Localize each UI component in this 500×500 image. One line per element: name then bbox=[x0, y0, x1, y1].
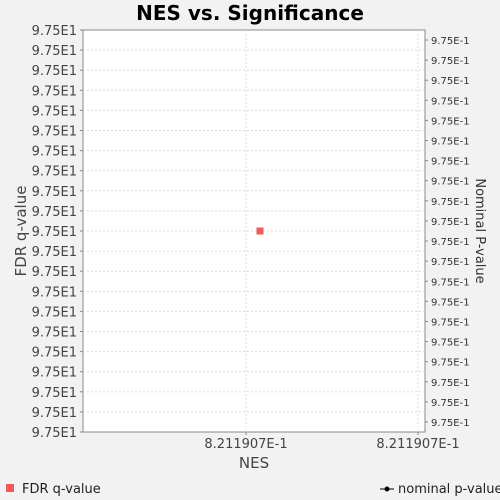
y-tick-label: 9.75E1 bbox=[32, 386, 77, 401]
x-axis-label: NES bbox=[239, 454, 269, 472]
y2-tick-label: 9.75E-1 bbox=[431, 197, 470, 208]
y-tick-label: 9.75E1 bbox=[32, 225, 77, 240]
y-tick-label: 9.75E1 bbox=[32, 165, 77, 180]
y2-tick-label: 9.75E-1 bbox=[431, 56, 470, 67]
y-tick-label: 9.75E1 bbox=[32, 326, 77, 341]
y2-tick-label: 9.75E-1 bbox=[431, 157, 470, 168]
fdr-point bbox=[256, 227, 264, 235]
x-axis-ticks: 8.211907E-1 8.211907E-1 bbox=[204, 432, 460, 452]
y2-tick-label: 9.75E-1 bbox=[431, 217, 470, 228]
y2-tick-label: 9.75E-1 bbox=[431, 96, 470, 107]
y-tick-label: 9.75E1 bbox=[32, 426, 77, 441]
grid-lines bbox=[83, 30, 425, 432]
y-tick-label: 9.75E1 bbox=[32, 305, 77, 320]
y2-tick-label: 9.75E-1 bbox=[431, 277, 470, 288]
y-tick-label: 9.75E1 bbox=[32, 104, 77, 119]
data-points bbox=[256, 227, 264, 235]
x-tick-label: 8.211907E-1 bbox=[376, 437, 459, 452]
y-tick-label: 9.75E1 bbox=[32, 285, 77, 300]
legend-fdr-marker bbox=[6, 484, 14, 492]
y-tick-label: 9.75E1 bbox=[32, 245, 77, 260]
y2-tick-label: 9.75E-1 bbox=[431, 237, 470, 248]
plot-area bbox=[82, 29, 426, 433]
y-tick-label: 9.75E1 bbox=[32, 125, 77, 140]
y2-tick-label: 9.75E-1 bbox=[431, 317, 470, 328]
y-axis-label: FDR q-value bbox=[12, 186, 30, 277]
y-tick-label: 9.75E1 bbox=[32, 265, 77, 280]
y-tick-label: 9.75E1 bbox=[32, 346, 77, 361]
y2-axis-ticks: 9.75E-1 9.75E-1 9.75E-1 9.75E-1 9.75E-1 9.75E… bbox=[425, 36, 470, 429]
y-tick-label: 9.75E1 bbox=[32, 64, 77, 79]
y-tick-label: 9.75E1 bbox=[32, 145, 77, 160]
y2-tick-label: 9.75E-1 bbox=[431, 116, 470, 127]
y-tick-label: 9.75E1 bbox=[32, 84, 77, 99]
legend-fdr-label: FDR q-value bbox=[22, 482, 101, 497]
y-tick-label: 9.75E1 bbox=[32, 185, 77, 200]
y-tick-label: 9.75E1 bbox=[32, 44, 77, 59]
y-tick-label: 9.75E1 bbox=[32, 366, 77, 381]
y2-tick-label: 9.75E-1 bbox=[431, 358, 470, 369]
chart-title: NES vs. Significance bbox=[136, 1, 364, 25]
y2-tick-label: 9.75E-1 bbox=[431, 398, 470, 409]
y2-tick-label: 9.75E-1 bbox=[431, 76, 470, 87]
y2-tick-label: 9.75E-1 bbox=[431, 36, 470, 47]
legend-nominal-label: nominal p-value bbox=[398, 482, 500, 497]
y2-tick-label: 9.75E-1 bbox=[431, 297, 470, 308]
y-tick-label: 9.75E1 bbox=[32, 24, 77, 39]
y-tick-label: 9.75E1 bbox=[32, 205, 77, 220]
y-axis-ticks: 9.75E1 9.75E1 9.75E1 9.75E1 9.75E1 9.75E1 9.75… bbox=[32, 24, 83, 441]
y2-tick-label: 9.75E-1 bbox=[431, 338, 470, 349]
x-tick-label: 8.211907E-1 bbox=[204, 437, 287, 452]
legend: FDR q-value nominal p-value bbox=[6, 482, 500, 497]
y2-tick-label: 9.75E-1 bbox=[431, 418, 470, 429]
y2-axis-label: Nominal P-value bbox=[472, 178, 487, 283]
y-tick-label: 9.75E1 bbox=[32, 406, 77, 421]
legend-nominal-marker bbox=[384, 486, 390, 492]
y2-tick-label: 9.75E-1 bbox=[431, 137, 470, 148]
y2-tick-label: 9.75E-1 bbox=[431, 257, 470, 268]
y2-tick-label: 9.75E-1 bbox=[431, 177, 470, 188]
y2-tick-label: 9.75E-1 bbox=[431, 378, 470, 389]
